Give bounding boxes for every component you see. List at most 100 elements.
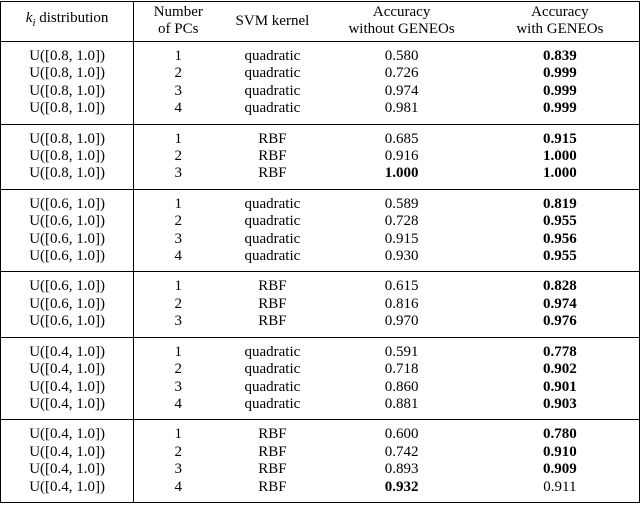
table-cell: 2 [174, 361, 183, 378]
header-line: Accuracy [531, 4, 589, 20]
table-cell: 0.981 [384, 100, 419, 117]
table-cell: 0.910 [480, 443, 640, 462]
table-cell: 0.974 [384, 82, 419, 99]
header-cell: Number of PCs [133, 1, 223, 42]
table-cell: 2 [174, 213, 183, 230]
table-cell: 0.902 [480, 361, 640, 379]
header-cell: Accuracy without GENEOs [322, 1, 481, 42]
table-cell: 0.589 [384, 195, 419, 212]
table-cell: 1 [174, 278, 183, 295]
header-line: Number [153, 4, 203, 20]
header-line: without GENEOs [348, 21, 455, 37]
header-sub: i [32, 17, 36, 29]
table-row: U([0.4, 1.0]) 4 quadratic 0.881 0.903 [0, 395, 640, 420]
table-cell: 0.726 [384, 65, 419, 82]
table-cell: 0.881 [384, 395, 419, 412]
table-cell: 0.600 [384, 426, 419, 443]
table-cell: quadratic [244, 100, 301, 117]
table-cell: 2 [174, 443, 183, 460]
table-cell: 2 [174, 65, 183, 82]
table-cell: 0.915 [480, 124, 640, 149]
table-cell: 0.860 [384, 378, 419, 395]
table-cell: U([0.4, 1.0]) [0, 443, 135, 462]
table-row: U([0.6, 1.0]) 4 quadratic 0.930 0.955 [0, 248, 640, 272]
table-row: U([0.4, 1.0]) 3 RBF 0.893 0.909 [0, 461, 640, 479]
table-cell: 0.909 [480, 461, 640, 479]
header-text: distribution [39, 10, 109, 26]
table-cell: 0.615 [384, 278, 419, 295]
table-cell: 0.591 [384, 343, 419, 360]
table-row: U([0.8, 1.0]) 3 RBF 1.000 1.000 [0, 165, 640, 190]
table-cell: U([0.8, 1.0]) [0, 100, 135, 125]
table-cell: U([0.6, 1.0]) [0, 189, 135, 214]
table-cell: U([0.6, 1.0]) [0, 213, 135, 231]
table-cell: U([0.4, 1.0]) [0, 361, 135, 379]
table-cell: 4 [174, 100, 183, 117]
header-line: Accuracy [372, 4, 431, 20]
table-cell: 0.955 [480, 213, 640, 231]
table-cell: 2 [174, 295, 183, 312]
table-row: U([0.4, 1.0]) 1 RBF 0.600 0.780 [0, 419, 640, 444]
header-cell: Accuracy with GENEOs [480, 1, 640, 42]
row-group: U([0.8, 1.0]) 1 quadratic 0.580 0.839 U([0.8,… [0, 41, 640, 125]
table-cell: 1 [174, 195, 183, 212]
table-cell: 1.000 [384, 165, 419, 182]
row-group: U([0.6, 1.0]) 1 quadratic 0.589 0.819 U([0.6,… [0, 189, 640, 272]
table-cell: U([0.6, 1.0]) [0, 248, 135, 272]
table-cell: U([0.4, 1.0]) [0, 419, 135, 444]
table-cell: quadratic [244, 248, 301, 265]
table-cell: U([0.4, 1.0]) [0, 378, 135, 396]
table-cell: quadratic [244, 361, 301, 378]
table-cell: 1 [174, 343, 183, 360]
table-row: U([0.8, 1.0]) 2 RBF 0.916 1.000 [0, 148, 640, 166]
table-cell: RBF [258, 426, 287, 443]
table-cell: 0.955 [480, 248, 640, 272]
table-row: U([0.4, 1.0]) 2 RBF 0.742 0.910 [0, 443, 640, 462]
table-row: U([0.8, 1.0]) 1 RBF 0.685 0.915 [0, 124, 640, 149]
table-row: U([0.4, 1.0]) 4 RBF 0.932 0.911 [0, 478, 640, 503]
table-cell: quadratic [244, 195, 301, 212]
table-cell: 0.956 [480, 230, 640, 249]
header-var: k [25, 10, 33, 26]
table-cell: 1.000 [480, 165, 640, 190]
table-cell: quadratic [244, 65, 301, 82]
table-cell: quadratic [244, 343, 301, 360]
table-row: U([0.4, 1.0]) 1 quadratic 0.591 0.778 [0, 337, 640, 362]
table-cell: 1.000 [480, 148, 640, 166]
table-cell: U([0.8, 1.0]) [0, 124, 135, 149]
results-table: ki distribution Number of PCs SVM kernel Acc… [0, 1, 640, 503]
table-cell: 0.916 [384, 148, 419, 165]
table-row: U([0.8, 1.0]) 4 quadratic 0.981 0.999 [0, 100, 640, 125]
table-cell: RBF [258, 443, 287, 460]
table-cell: 0.780 [480, 419, 640, 444]
row-group: U([0.4, 1.0]) 1 quadratic 0.591 0.778 U([0.4,… [0, 337, 640, 420]
table-cell: 1 [174, 48, 183, 64]
header-line: of PCs [158, 21, 199, 37]
table-cell: 2 [174, 148, 183, 165]
table-cell: 3 [174, 461, 183, 478]
row-group: U([0.4, 1.0]) 1 RBF 0.600 0.780 U([0.4, 1.0])… [0, 419, 640, 503]
table-cell: quadratic [244, 395, 301, 412]
table-cell: 0.930 [384, 248, 419, 265]
table-row: U([0.4, 1.0]) 3 quadratic 0.860 0.901 [0, 378, 640, 396]
table-cell: 1 [174, 426, 183, 443]
table-cell: RBF [258, 313, 287, 330]
header-cell: SVM kernel [222, 1, 323, 42]
table-cell: U([0.8, 1.0]) [0, 41, 135, 66]
header-line: SVM kernel [235, 12, 310, 29]
table-cell: 1 [174, 130, 183, 147]
table-cell: U([0.6, 1.0]) [0, 295, 135, 314]
table-cell: U([0.4, 1.0]) [0, 478, 135, 503]
table-row: U([0.4, 1.0]) 2 quadratic 0.718 0.902 [0, 361, 640, 379]
table-cell: 3 [174, 378, 183, 395]
table-cell: 0.976 [480, 313, 640, 338]
table-row: U([0.6, 1.0]) 3 quadratic 0.915 0.956 [0, 230, 640, 249]
row-group: U([0.6, 1.0]) 1 RBF 0.615 0.828 U([0.6, 1.0])… [0, 271, 640, 338]
table-cell: 0.915 [384, 230, 419, 247]
table-cell: U([0.4, 1.0]) [0, 337, 135, 362]
table-cell: RBF [258, 130, 287, 147]
table-row: U([0.6, 1.0]) 2 RBF 0.816 0.974 [0, 295, 640, 314]
table-cell: 0.819 [480, 189, 640, 214]
table-cell: RBF [258, 461, 287, 478]
table-cell: 0.685 [384, 130, 419, 147]
